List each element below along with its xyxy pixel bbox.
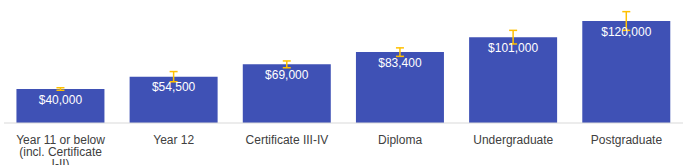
svg-text:$101,000: $101,000	[488, 41, 538, 55]
svg-text:$120,000: $120,000	[601, 25, 651, 39]
svg-text:Undergraduate: Undergraduate	[473, 133, 553, 147]
svg-text:$40,000: $40,000	[39, 93, 83, 107]
svg-text:$54,500: $54,500	[152, 80, 196, 94]
svg-text:Certificate III-IV: Certificate III-IV	[246, 133, 329, 147]
svg-text:Year 12: Year 12	[153, 133, 194, 147]
svg-text:Diploma: Diploma	[378, 133, 422, 147]
svg-text:Postgraduate: Postgraduate	[591, 133, 663, 147]
svg-text:$69,000: $69,000	[265, 68, 309, 82]
svg-text:Year 11 or below(incl. Certifi: Year 11 or below(incl. CertificateI-II)	[16, 133, 105, 165]
svg-text:$83,400: $83,400	[378, 56, 422, 70]
